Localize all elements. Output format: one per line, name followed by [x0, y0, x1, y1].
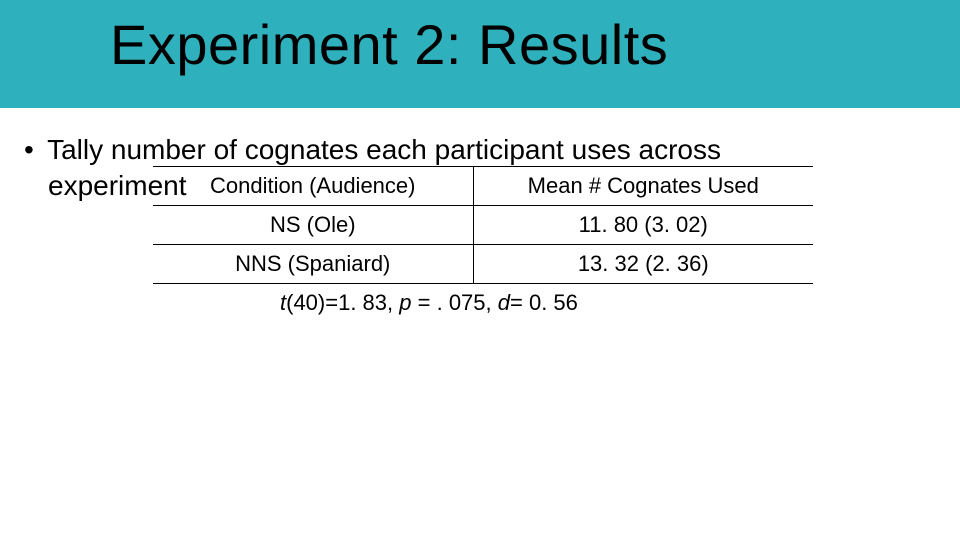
stat-p-label: p	[399, 290, 411, 315]
table-header-condition: Condition (Audience)	[153, 167, 473, 206]
slide-title: Experiment 2: Results	[110, 12, 668, 77]
table-row: NNS (Spaniard) 13. 32 (2. 36)	[153, 245, 813, 284]
stats-line: t(40)=1. 83, p = . 075, d= 0. 56	[280, 290, 578, 316]
cell-condition-ns: NS (Ole)	[153, 206, 473, 245]
stat-t-value: (40)=1. 83,	[286, 290, 399, 315]
stat-p-value: = . 075,	[412, 290, 498, 315]
bullet-line-1: • Tally number of cognates each particip…	[24, 134, 721, 166]
bullet-dot-icon: •	[24, 134, 34, 166]
table-header-mean: Mean # Cognates Used	[473, 167, 813, 206]
title-band: Experiment 2: Results	[0, 0, 960, 108]
stat-d-value: = 0. 56	[510, 290, 578, 315]
cell-condition-nns: NNS (Spaniard)	[153, 245, 473, 284]
table-row: NS (Ole) 11. 80 (3. 02)	[153, 206, 813, 245]
cell-mean-nns: 13. 32 (2. 36)	[473, 245, 813, 284]
stat-d-label: d	[498, 290, 510, 315]
table-header-row: Condition (Audience) Mean # Cognates Use…	[153, 167, 813, 206]
cell-mean-ns: 11. 80 (3. 02)	[473, 206, 813, 245]
results-table: Condition (Audience) Mean # Cognates Use…	[153, 166, 813, 284]
bullet-text-1: Tally number of cognates each participan…	[47, 134, 721, 165]
